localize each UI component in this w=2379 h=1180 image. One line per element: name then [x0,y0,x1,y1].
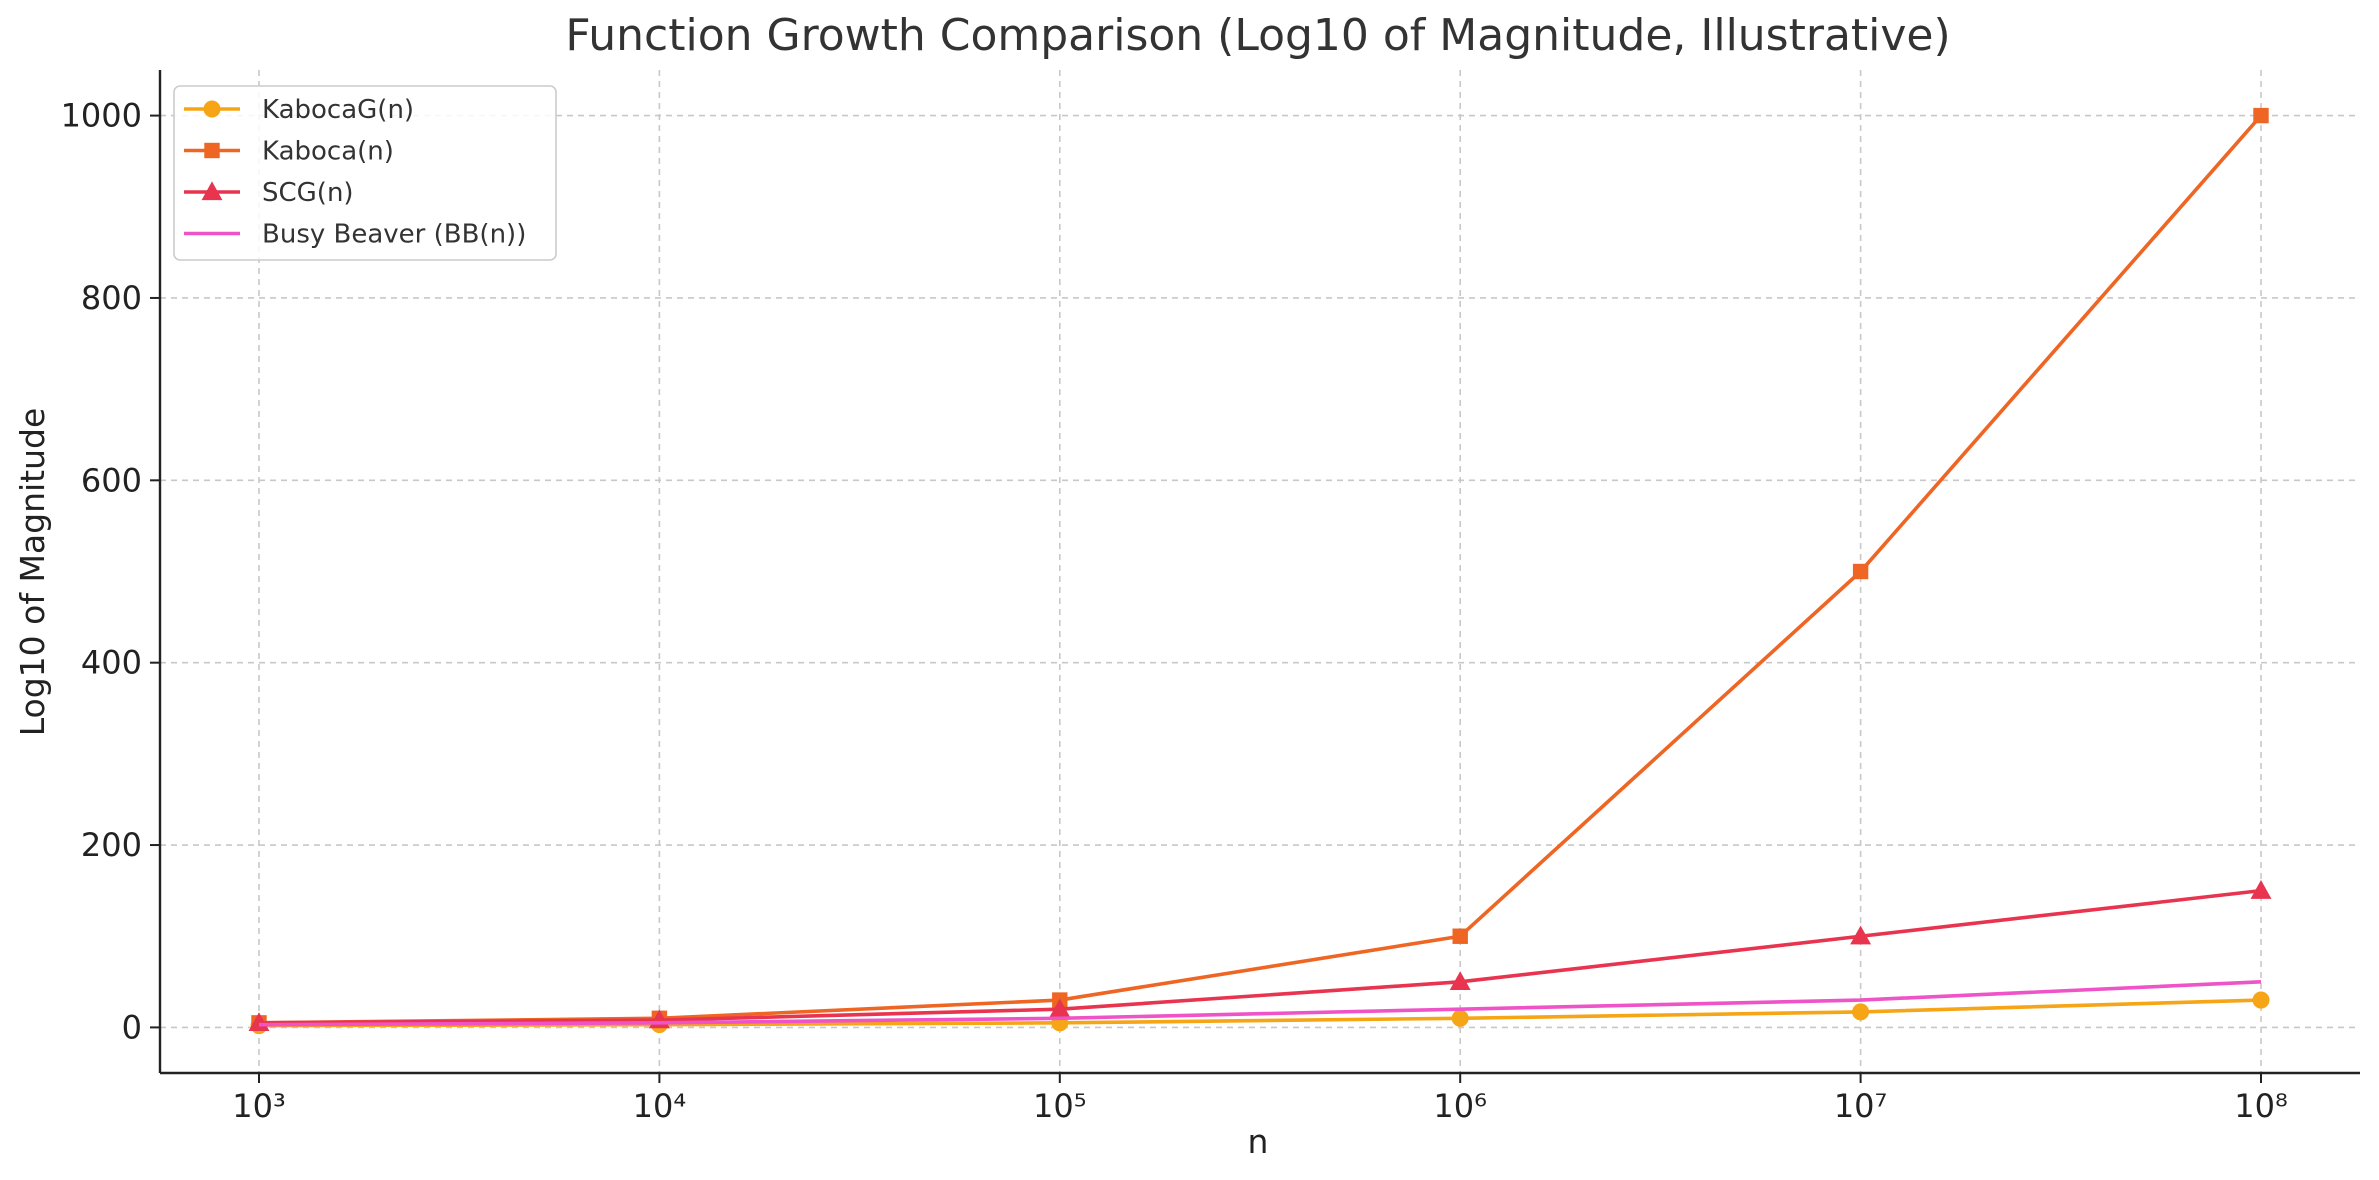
data-point [2250,880,2272,899]
legend-label: KabocaG(n) [262,95,414,125]
series-line [258,888,2262,1025]
x-tick-label: 10⁵ [1033,1087,1087,1125]
legend-label: Kaboca(n) [262,137,394,167]
y-tick-label: 600 [81,461,142,499]
axes: 0 200 400 600 800 1000 10³ 10⁴ 10⁵ 10⁶ 10⁷ 10⁸ [61,70,2360,1125]
x-axis-label: n [1248,1122,1269,1161]
data-point [2253,107,2269,124]
data-point [2252,991,2270,1009]
data-point [1451,1009,1469,1027]
legend-item: KabocaG(n) [184,95,414,125]
y-tick-label: 0 [122,1008,142,1046]
series-busy-beaver-bb-n [258,980,2262,1027]
legend: KabocaG(n) Kaboca(n) SCG(n) Busy Beaver (BB… [173,85,557,261]
legend-label: Busy Beaver (BB(n)) [262,220,526,250]
data-point [1452,928,1468,944]
data-point [1850,925,1872,945]
legend-item: SCG(n) [184,178,354,208]
y-tick-label: 200 [81,826,142,864]
y-tick-label: 400 [81,644,142,682]
series-layer [248,107,2272,1035]
data-point [1852,1003,1870,1021]
data-point [1852,563,1869,580]
x-tick-label: 10⁴ [633,1087,687,1125]
legend-item: Kaboca(n) [184,137,394,167]
legend-marker [204,142,220,159]
y-tick-label: 1000 [61,97,142,135]
legend-label: SCG(n) [262,178,354,208]
y-axis-label: Log10 of Magnitude [13,408,52,737]
x-tick-label: 10⁶ [1433,1087,1487,1125]
legend-marker [203,100,221,118]
y-tick-label: 800 [81,279,142,317]
legend-box [173,85,557,261]
chart-title: Function Growth Comparison (Log10 of Mag… [565,10,1950,61]
x-tick-label: 10³ [232,1087,286,1125]
legend-marker [201,181,223,201]
x-tick-label: 10⁷ [1834,1087,1888,1125]
series-line [258,980,2262,1027]
legend-item: Busy Beaver (BB(n)) [184,220,526,250]
data-point [1449,971,1471,990]
x-tick-label: 10⁸ [2234,1087,2288,1125]
